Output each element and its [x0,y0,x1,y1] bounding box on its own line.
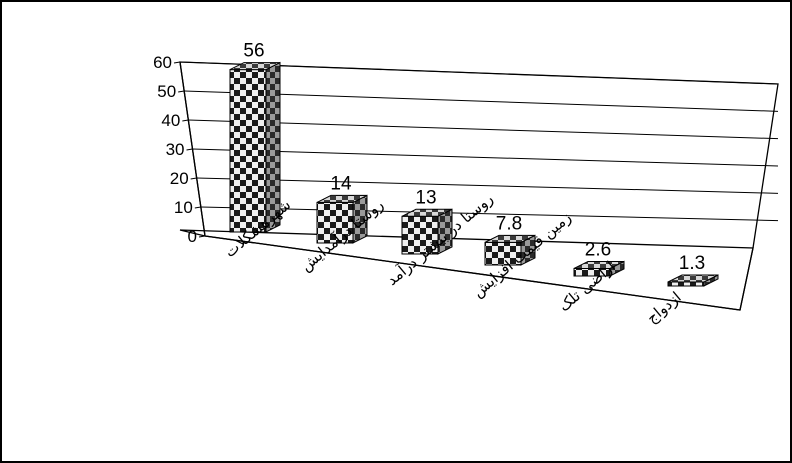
data-label: 13 [415,187,436,208]
bar-top [316,194,368,203]
y-tick-mark [186,148,193,151]
data-label: 1.3 [679,253,705,274]
y-tick-label: 50 [157,82,176,101]
y-tick-label: 10 [174,198,193,217]
data-label: 56 [243,41,264,62]
y-tick-label: 40 [161,111,180,130]
bar-top [484,234,536,243]
y-tick-mark [194,206,201,209]
y-tick-mark [173,61,181,64]
gridline [188,119,779,140]
data-label: 7.8 [496,213,522,234]
data-label: 2.6 [585,239,611,260]
right-edge [739,247,754,311]
gridline [200,206,779,222]
bar-top [573,260,625,269]
y-tick-mark [182,119,189,122]
x-tick-label: ازدواج [643,288,685,328]
gridline [192,148,779,167]
y-tick-label: 0 [188,227,197,246]
y-tick-label: 30 [166,140,185,159]
y-tick-mark [198,235,206,238]
y-tick-label: 60 [153,53,172,72]
x-axis-line [204,235,741,311]
gridline [184,90,779,112]
y-tick-mark [190,177,197,180]
bar-top [667,274,719,283]
y-tick-label: 20 [170,169,189,188]
bar-top [229,62,281,71]
bar-front [229,69,267,233]
bar-top [401,208,453,217]
y-tick-mark [178,90,185,93]
bar-front [316,201,354,244]
data-label: 14 [330,173,352,194]
bar-front [667,281,705,287]
gridline [196,177,779,194]
